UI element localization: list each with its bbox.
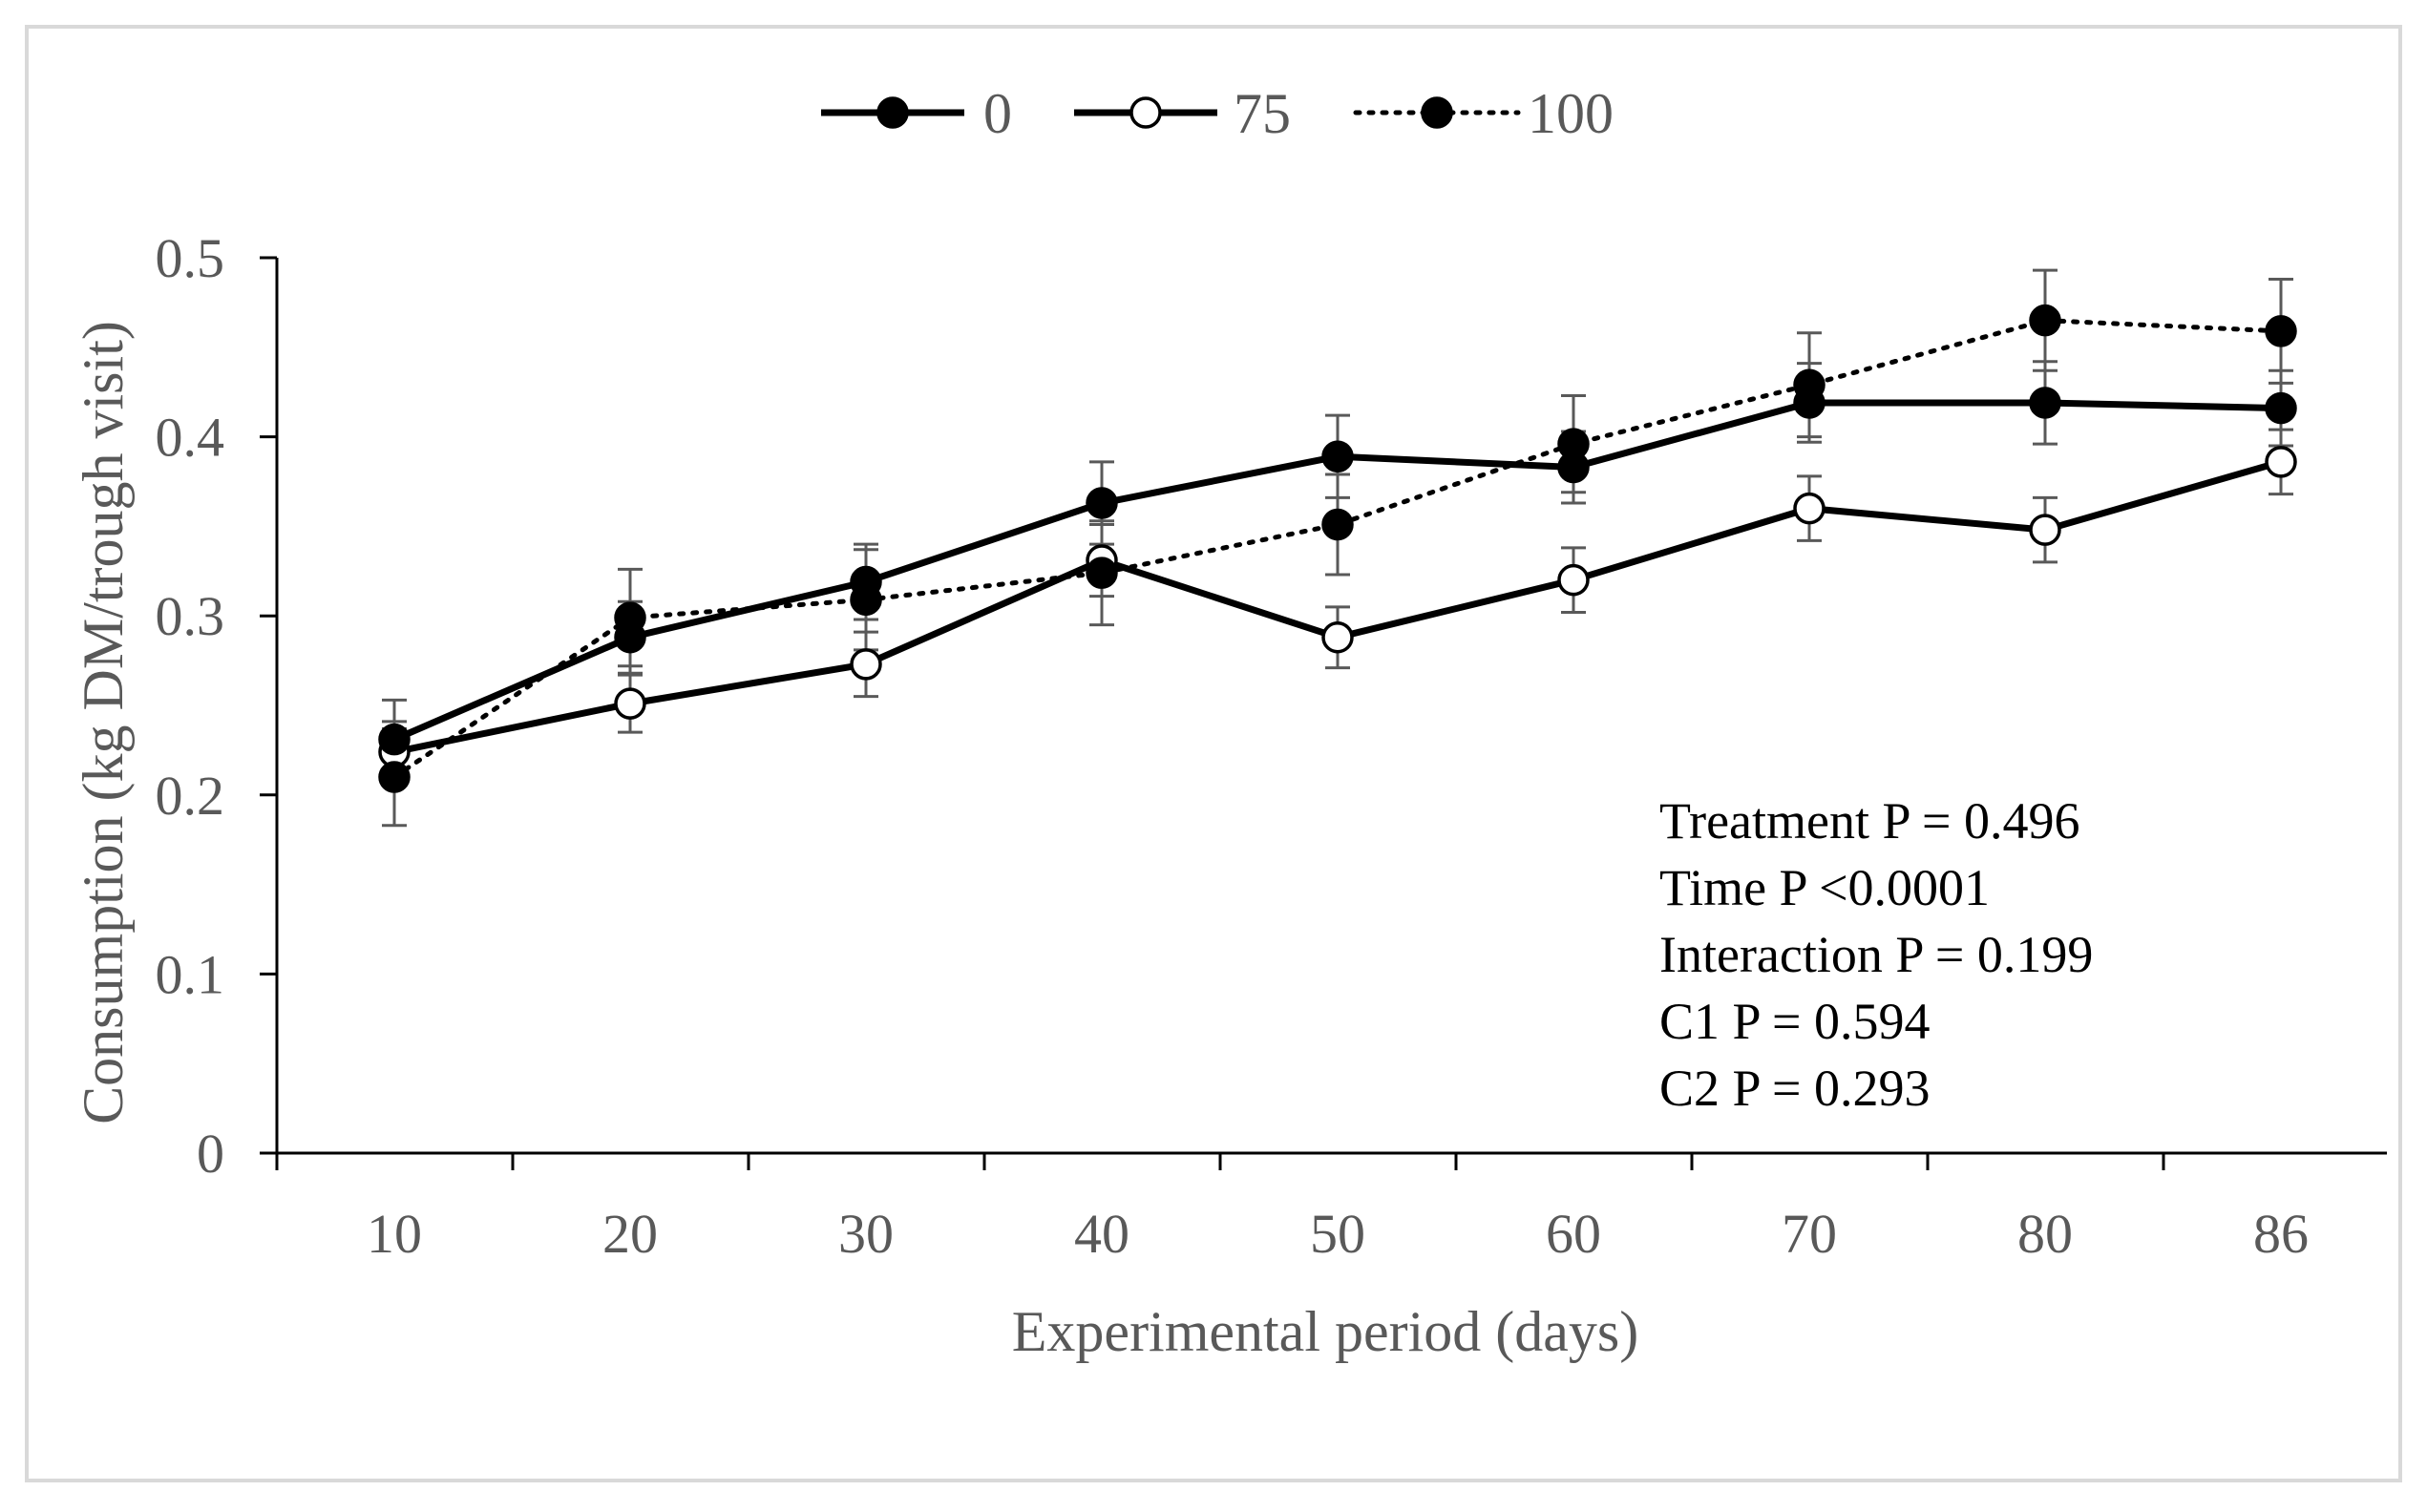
tick-labels: 0 0.1 0.2 0.3 0.4 0.5 10 20 30 40 50 60 70 80 86 <box>156 227 2310 1265</box>
x-tick-label: 80 <box>2017 1203 2073 1265</box>
stats-annotation: Treatment P = 0.496 Time P <0.0001 Interac… <box>1659 792 2093 1117</box>
data-point-75 <box>1321 620 1354 654</box>
x-tick-label: 40 <box>1074 1203 1129 1265</box>
data-point-100 <box>378 761 411 793</box>
x-tick-label: 70 <box>1782 1203 1837 1265</box>
x-axis-title: Experimental period (days) <box>1012 1300 1638 1363</box>
y-tick-label: 0 <box>197 1123 224 1185</box>
data-point-75 <box>2265 446 2297 478</box>
data-point-0 <box>2029 387 2061 419</box>
data-point-75 <box>1557 563 1590 597</box>
legend: 0 75 100 <box>821 82 1614 145</box>
data-point-0 <box>378 723 411 756</box>
y-axis-title: Consumption (kg DM/trough visit) <box>72 321 135 1124</box>
series-markers <box>378 304 2297 793</box>
x-tick-label: 50 <box>1310 1203 1365 1265</box>
stats-annotation-line: Interaction P = 0.199 <box>1659 926 2093 983</box>
legend-marker-75 <box>1129 96 1162 129</box>
y-tick-label: 0.5 <box>156 227 225 289</box>
legend-label-75: 75 <box>1234 82 1291 145</box>
y-tick-label: 0.4 <box>156 407 225 469</box>
x-tick-label: 30 <box>838 1203 894 1265</box>
data-point-100 <box>1557 428 1590 460</box>
x-tick-label: 60 <box>1546 1203 1601 1265</box>
y-tick-label: 0.1 <box>156 943 225 1005</box>
y-tick-label: 0.2 <box>156 765 225 827</box>
legend-label-100: 100 <box>1528 82 1614 145</box>
legend-label-0: 0 <box>983 82 1012 145</box>
stats-annotation-line: Treatment P = 0.496 <box>1659 792 2079 850</box>
data-point-0 <box>1321 440 1354 472</box>
y-tick-label: 0.3 <box>156 585 225 647</box>
x-tick-label: 20 <box>602 1203 658 1265</box>
legend-item-75: 75 <box>1074 82 1291 145</box>
legend-item-0: 0 <box>821 82 1012 145</box>
data-point-75 <box>614 687 646 720</box>
x-tick-label: 86 <box>2253 1203 2309 1265</box>
data-point-75 <box>850 648 882 681</box>
data-point-100 <box>1086 556 1118 589</box>
data-point-75 <box>2029 514 2061 546</box>
stats-annotation-line: Time P <0.0001 <box>1659 859 1990 916</box>
data-point-100 <box>1793 368 1826 401</box>
data-point-0 <box>1086 487 1118 519</box>
data-point-0 <box>2265 391 2297 425</box>
axes <box>260 256 2387 1170</box>
data-point-100 <box>614 601 646 634</box>
stats-annotation-line: C1 P = 0.594 <box>1659 993 1931 1050</box>
series-line-100 <box>391 318 2284 780</box>
data-point-100 <box>2265 315 2297 347</box>
x-tick-label: 10 <box>367 1203 422 1265</box>
data-point-100 <box>2029 304 2061 337</box>
data-point-100 <box>850 583 882 617</box>
stats-annotation-line: C2 P = 0.293 <box>1659 1060 1931 1117</box>
chart-frame <box>25 25 2402 1482</box>
legend-item-100: 100 <box>1353 82 1614 145</box>
legend-marker-100 <box>1421 96 1453 129</box>
data-point-100 <box>1321 508 1354 541</box>
data-point-75 <box>1793 492 1826 525</box>
legend-marker-0 <box>876 96 909 129</box>
